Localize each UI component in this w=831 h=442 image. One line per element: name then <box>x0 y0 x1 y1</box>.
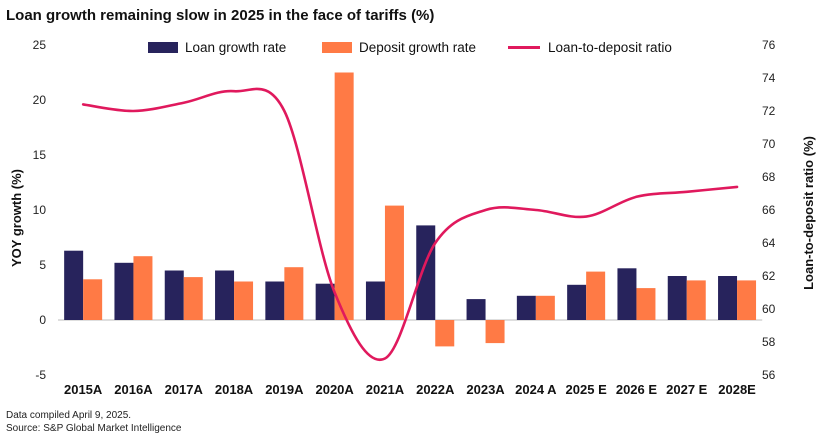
y-tick-label-0: -5 <box>35 368 46 382</box>
loan-growth-bar-10 <box>567 284 587 320</box>
x-category-label-5: 2020A <box>315 382 354 397</box>
y-axis-left-title: YOY growth (%) <box>9 169 24 267</box>
y2-tick-label-8: 72 <box>762 104 776 118</box>
y2-tick-label-10: 76 <box>762 38 776 52</box>
y-tick-label-1: 0 <box>39 313 46 327</box>
y-tick-label-6: 25 <box>33 38 47 52</box>
deposit-growth-bar-9 <box>535 295 555 320</box>
x-category-label-8: 2023A <box>466 382 505 397</box>
loan-growth-bar-2 <box>164 270 184 320</box>
x-category-label-13: 2028E <box>718 382 756 397</box>
y-axis-right-title: Loan-to-deposit ratio (%) <box>801 136 816 290</box>
legend-label-ldr: Loan-to-deposit ratio <box>548 40 672 55</box>
deposit-growth-bar-8 <box>485 320 505 344</box>
chart-title: Loan growth remaining slow in 2025 in th… <box>6 7 434 24</box>
y-tick-label-5: 20 <box>33 93 47 107</box>
loan-growth-bar-5 <box>315 283 335 320</box>
legend-label-loan-growth: Loan growth rate <box>185 40 286 55</box>
x-category-label-6: 2021A <box>366 382 405 397</box>
loan-growth-bar-8 <box>466 299 486 320</box>
x-category-label-11: 2026 E <box>616 382 658 397</box>
x-category-label-0: 2015A <box>64 382 103 397</box>
y2-tick-label-2: 60 <box>762 302 776 316</box>
y-tick-label-3: 10 <box>33 203 47 217</box>
y2-tick-label-5: 66 <box>762 203 776 217</box>
x-category-label-10: 2025 E <box>566 382 608 397</box>
legend-label-deposit-growth: Deposit growth rate <box>359 40 476 55</box>
y-axis-right: 56 58 60 62 64 66 68 70 72 74 76 <box>762 38 776 382</box>
legend: Loan growth rate Deposit growth rate Loa… <box>148 40 672 55</box>
x-category-label-9: 2024 A <box>515 382 557 397</box>
y2-tick-label-1: 58 <box>762 335 776 349</box>
y-tick-label-2: 5 <box>39 258 46 272</box>
deposit-growth-bar-4 <box>284 267 304 320</box>
y2-tick-label-6: 68 <box>762 170 776 184</box>
loan-growth-bar-9 <box>516 295 536 320</box>
ldr-series-line <box>81 87 739 362</box>
deposit-growth-bar-11 <box>636 288 656 320</box>
y2-tick-label-3: 62 <box>762 269 776 283</box>
legend-swatch-loan-growth <box>148 42 178 53</box>
deposit-growth-bar-2 <box>183 277 203 320</box>
loan-growth-bar-6 <box>365 281 385 320</box>
loan-growth-bar-13 <box>718 276 738 320</box>
y2-tick-label-7: 70 <box>762 137 776 151</box>
deposit-growth-bar-6 <box>384 205 404 320</box>
loan-growth-bar-0 <box>64 250 84 320</box>
y-axis-left: -5 0 5 10 15 20 25 <box>33 38 47 382</box>
loan-growth-bar-3 <box>215 270 235 320</box>
x-axis-categories: 2015A 2016A 2017A 2018A 2019A 2020A 2021A 2022A… <box>64 382 756 397</box>
x-category-label-7: 2022A <box>416 382 455 397</box>
deposit-growth-bar-7 <box>435 320 455 347</box>
x-category-label-1: 2016A <box>114 382 153 397</box>
deposit-growth-bar-10 <box>586 271 606 320</box>
y2-tick-label-9: 74 <box>762 71 776 85</box>
deposit-growth-bar-13 <box>737 280 757 320</box>
loan-growth-bar-11 <box>617 268 637 320</box>
footnote-source: Source: S&P Global Market Intelligence <box>6 423 182 434</box>
bars <box>64 72 757 347</box>
deposit-growth-bar-0 <box>83 279 103 320</box>
y2-tick-label-4: 64 <box>762 236 776 250</box>
legend-swatch-deposit-growth <box>322 42 352 53</box>
x-category-label-2: 2017A <box>165 382 204 397</box>
loan-growth-bar-7 <box>416 225 436 320</box>
deposit-growth-bar-3 <box>234 281 254 320</box>
y-tick-label-4: 15 <box>33 148 47 162</box>
loan-growth-bar-4 <box>265 281 285 320</box>
deposit-growth-bar-1 <box>133 256 153 320</box>
y2-tick-label-0: 56 <box>762 368 776 382</box>
deposit-growth-bar-12 <box>686 280 706 320</box>
x-category-label-3: 2018A <box>215 382 254 397</box>
deposit-growth-bar-5 <box>334 72 354 320</box>
loan-growth-bar-1 <box>114 262 134 320</box>
x-category-label-4: 2019A <box>265 382 304 397</box>
x-category-label-12: 2027 E <box>666 382 708 397</box>
footnote-compiled: Data compiled April 9, 2025. <box>6 410 131 421</box>
loan-growth-bar-12 <box>667 276 687 320</box>
